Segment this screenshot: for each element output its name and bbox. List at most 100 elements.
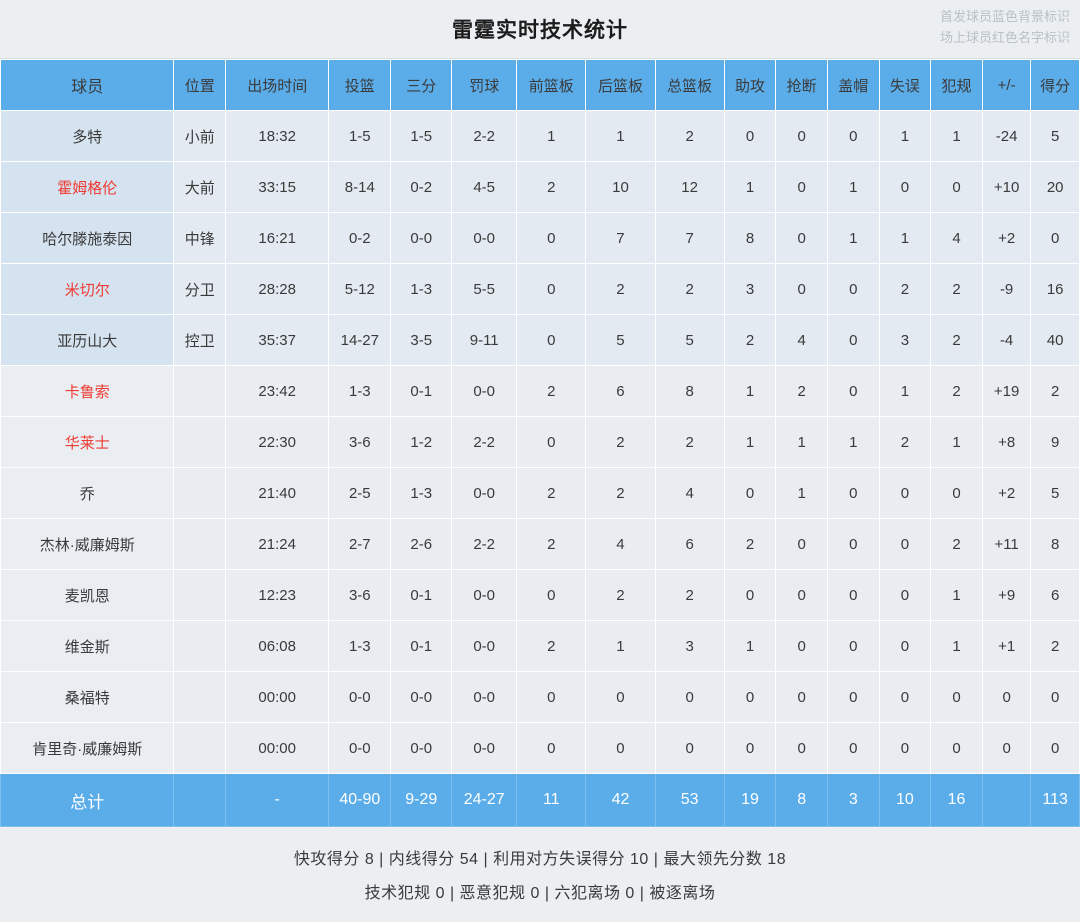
stat-stl: 4 xyxy=(775,314,828,366)
column-header-3p[interactable]: 三分 xyxy=(390,59,453,111)
totals-ast: 19 xyxy=(723,773,777,827)
stat-ft: 0-0 xyxy=(451,569,518,621)
stat-pts: 0 xyxy=(1030,722,1080,774)
stat-dreb: 2 xyxy=(585,263,656,315)
player-name[interactable]: 亚历山大 xyxy=(0,314,175,366)
stat-treb: 2 xyxy=(654,416,725,468)
player-row[interactable]: 多特 小前 18:32 1-5 1-5 2-2 1 1 2 0 0 0 1 1 -24 5 xyxy=(0,110,1080,162)
player-name[interactable]: 卡鲁索 xyxy=(0,365,175,417)
stat-treb: 0 xyxy=(654,671,725,723)
totals-min: - xyxy=(225,773,330,827)
stat-pos xyxy=(173,416,227,468)
column-header-blk[interactable]: 盖帽 xyxy=(826,59,880,111)
player-name[interactable]: 乔 xyxy=(0,467,175,519)
player-row[interactable]: 亚历山大 控卫 35:37 14-27 3-5 9-11 0 5 5 2 4 0 3 2 -4 40 xyxy=(0,314,1080,366)
stat-treb: 5 xyxy=(654,314,725,366)
stat-pf: 4 xyxy=(930,212,983,264)
stat-stl: 0 xyxy=(775,110,828,162)
stat-ast: 2 xyxy=(723,518,777,570)
stat-pos: 大前 xyxy=(173,161,227,213)
player-name[interactable]: 杰林·威廉姆斯 xyxy=(0,518,175,570)
stat-3p: 3-5 xyxy=(390,314,453,366)
column-header-pm[interactable]: +/- xyxy=(981,59,1032,111)
stat-pts: 20 xyxy=(1030,161,1080,213)
column-header-min[interactable]: 出场时间 xyxy=(225,59,330,111)
player-row[interactable]: 桑福特 00:00 0-0 0-0 0-0 0 0 0 0 0 0 0 0 0 0 xyxy=(0,671,1080,723)
player-row[interactable]: 麦凯恩 12:23 3-6 0-1 0-0 0 2 2 0 0 0 0 1 +9 6 xyxy=(0,569,1080,621)
stat-treb: 2 xyxy=(654,263,725,315)
player-row[interactable]: 霍姆格伦 大前 33:15 8-14 0-2 4-5 2 10 12 1 0 1 0 0 +10 20 xyxy=(0,161,1080,213)
totals-tov: 10 xyxy=(878,773,932,827)
stat-3p: 1-3 xyxy=(390,467,453,519)
table-body: 多特 小前 18:32 1-5 1-5 2-2 1 1 2 0 0 0 1 1 -24 5 霍姆格伦 大前 33:1… xyxy=(0,110,1080,827)
player-name[interactable]: 肯里奇·威廉姆斯 xyxy=(0,722,175,774)
player-row[interactable]: 华莱士 22:30 3-6 1-2 2-2 0 2 2 1 1 1 2 1 +8 9 xyxy=(0,416,1080,468)
stat-stl: 0 xyxy=(775,620,828,672)
player-row[interactable]: 杰林·威廉姆斯 21:24 2-7 2-6 2-2 2 4 6 2 0 0 0 2 +11 8 xyxy=(0,518,1080,570)
stat-pts: 2 xyxy=(1030,365,1080,417)
column-header-pf[interactable]: 犯规 xyxy=(930,59,983,111)
column-header-dreb[interactable]: 后篮板 xyxy=(585,59,656,111)
stat-fg: 3-6 xyxy=(328,569,392,621)
stat-stl: 0 xyxy=(775,569,828,621)
stat-min: 06:08 xyxy=(225,620,330,672)
column-header-pos[interactable]: 位置 xyxy=(173,59,227,111)
stat-oreb: 2 xyxy=(516,365,587,417)
stat-oreb: 0 xyxy=(516,212,587,264)
stat-blk: 1 xyxy=(826,161,880,213)
stat-3p: 0-1 xyxy=(390,365,453,417)
player-name[interactable]: 麦凯恩 xyxy=(0,569,175,621)
stat-ast: 1 xyxy=(723,416,777,468)
stat-fg: 0-2 xyxy=(328,212,392,264)
stat-blk: 0 xyxy=(826,569,880,621)
column-header-fg[interactable]: 投篮 xyxy=(328,59,392,111)
stat-tov: 1 xyxy=(878,212,932,264)
stat-fg: 5-12 xyxy=(328,263,392,315)
player-row[interactable]: 肯里奇·威廉姆斯 00:00 0-0 0-0 0-0 0 0 0 0 0 0 0 0 0 0 xyxy=(0,722,1080,774)
player-row[interactable]: 维金斯 06:08 1-3 0-1 0-0 2 1 3 1 0 0 0 1 +1 2 xyxy=(0,620,1080,672)
column-header-ast[interactable]: 助攻 xyxy=(723,59,777,111)
player-name[interactable]: 多特 xyxy=(0,110,175,162)
stat-ft: 0-0 xyxy=(451,620,518,672)
stat-tov: 0 xyxy=(878,722,932,774)
stat-3p: 0-1 xyxy=(390,620,453,672)
stat-oreb: 0 xyxy=(516,314,587,366)
stat-min: 21:24 xyxy=(225,518,330,570)
player-row[interactable]: 乔 21:40 2-5 1-3 0-0 2 2 4 0 1 0 0 0 +2 5 xyxy=(0,467,1080,519)
column-header-stl[interactable]: 抢断 xyxy=(775,59,828,111)
stat-tov: 0 xyxy=(878,467,932,519)
player-name[interactable]: 霍姆格伦 xyxy=(0,161,175,213)
stat-fg: 2-5 xyxy=(328,467,392,519)
column-header-tov[interactable]: 失误 xyxy=(878,59,932,111)
player-row[interactable]: 卡鲁索 23:42 1-3 0-1 0-0 2 6 8 1 2 0 1 2 +19 2 xyxy=(0,365,1080,417)
stat-dreb: 4 xyxy=(585,518,656,570)
player-name[interactable]: 哈尔滕施泰因 xyxy=(0,212,175,264)
stat-oreb: 2 xyxy=(516,620,587,672)
stat-fg: 14-27 xyxy=(328,314,392,366)
stat-ft: 0-0 xyxy=(451,212,518,264)
stat-pm: +2 xyxy=(981,467,1032,519)
player-name[interactable]: 维金斯 xyxy=(0,620,175,672)
column-header-ft[interactable]: 罚球 xyxy=(451,59,518,111)
stat-tov: 1 xyxy=(878,110,932,162)
stat-stl: 1 xyxy=(775,416,828,468)
stat-fg: 0-0 xyxy=(328,671,392,723)
player-name[interactable]: 桑福特 xyxy=(0,671,175,723)
stat-ast: 2 xyxy=(723,314,777,366)
column-header-treb[interactable]: 总篮板 xyxy=(654,59,725,111)
stat-pts: 8 xyxy=(1030,518,1080,570)
column-header-pts[interactable]: 得分 xyxy=(1030,59,1080,111)
stat-dreb: 7 xyxy=(585,212,656,264)
column-header-oreb[interactable]: 前篮板 xyxy=(516,59,587,111)
stat-pf: 1 xyxy=(930,110,983,162)
player-name[interactable]: 华莱士 xyxy=(0,416,175,468)
player-row[interactable]: 米切尔 分卫 28:28 5-12 1-3 5-5 0 2 2 3 0 0 2 2 -9 16 xyxy=(0,263,1080,315)
stat-stl: 0 xyxy=(775,518,828,570)
stat-ast: 0 xyxy=(723,110,777,162)
column-header-name[interactable]: 球员 xyxy=(0,59,175,111)
stat-dreb: 0 xyxy=(585,722,656,774)
stat-min: 16:21 xyxy=(225,212,330,264)
player-row[interactable]: 哈尔滕施泰因 中锋 16:21 0-2 0-0 0-0 0 7 7 8 0 1 1 4 +2 0 xyxy=(0,212,1080,264)
player-name[interactable]: 米切尔 xyxy=(0,263,175,315)
stat-tov: 1 xyxy=(878,365,932,417)
